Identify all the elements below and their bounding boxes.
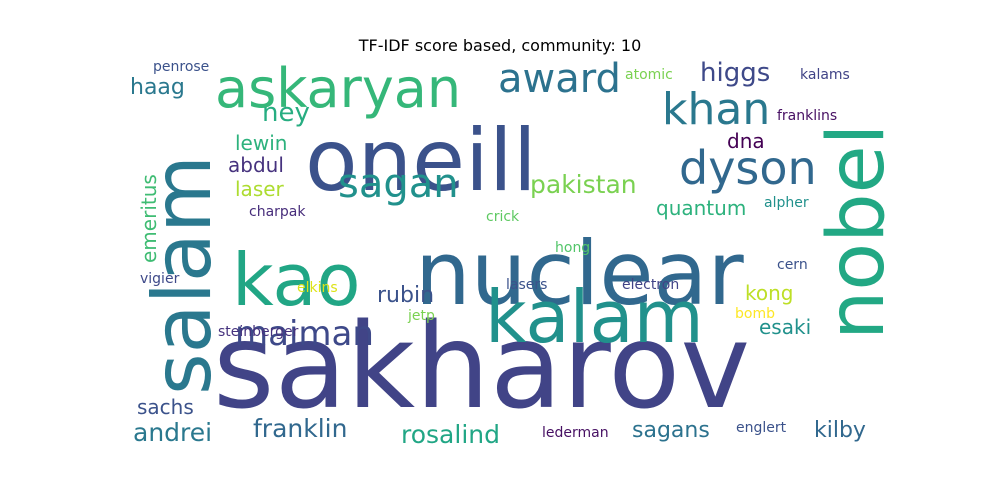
word-rosalind: rosalind (401, 420, 500, 449)
word-andrei: andrei (133, 418, 212, 447)
word-higgs: higgs (700, 58, 770, 88)
word-pakistan: pakistan (530, 170, 637, 199)
word-elkins: elkins (297, 280, 338, 296)
word-vigier: vigier (140, 271, 180, 287)
word-haag: haag (130, 75, 185, 100)
word-electron: electron (622, 277, 679, 293)
word-lewin: lewin (235, 131, 287, 155)
word-sachs: sachs (137, 395, 194, 419)
word-abdul: abdul (228, 153, 284, 177)
word-franklin: franklin (253, 414, 347, 443)
word-kao: kao (232, 238, 361, 322)
word-laser: laser (235, 177, 285, 201)
word-nuclear: nuclear (415, 222, 744, 325)
word-salam: salam (136, 155, 229, 395)
word-kong: kong (745, 281, 793, 305)
chart-title: TF-IDF score based, community: 10 (358, 36, 642, 55)
word-dyson: dyson (679, 141, 817, 195)
word-oneill: oneill (305, 111, 537, 211)
word-penrose: penrose (153, 59, 209, 75)
word-kilby: kilby (814, 418, 866, 443)
word-lasers: lasers (506, 277, 547, 293)
word-crick: crick (486, 209, 520, 225)
word-khan: khan (662, 84, 770, 135)
word-bomb: bomb (735, 306, 775, 322)
word-charpak: charpak (249, 204, 306, 220)
word-franklins: franklins (777, 108, 837, 124)
word-maiman: maiman (235, 314, 374, 354)
word-kalam: kalam (485, 275, 704, 359)
word-englert: englert (736, 420, 787, 436)
word-askaryan: askaryan (215, 57, 461, 120)
word-emeritus: emeritus (137, 174, 161, 263)
word-ney: ney (262, 98, 310, 128)
word-lederman: lederman (542, 425, 609, 441)
word-sagans: sagans (632, 418, 710, 443)
word-esaki: esaki (759, 315, 811, 339)
word-steinberger: steinberger (218, 324, 299, 340)
word-rubin: rubin (377, 283, 434, 308)
word-sakharov: sakharov (213, 297, 750, 435)
word-quantum: quantum (656, 196, 746, 220)
word-cern: cern (777, 257, 808, 273)
word-dna: dna (727, 129, 765, 153)
word-hong: hong (555, 240, 590, 256)
word-jetp: jetp (407, 308, 435, 324)
word-alpher: alpher (764, 195, 809, 211)
word-award: award (498, 56, 621, 102)
word-sagan: sagan (338, 161, 459, 207)
word-kalams: kalams (800, 67, 850, 83)
word-nobel: nobel (812, 124, 902, 340)
word-atomic: atomic (625, 67, 673, 83)
